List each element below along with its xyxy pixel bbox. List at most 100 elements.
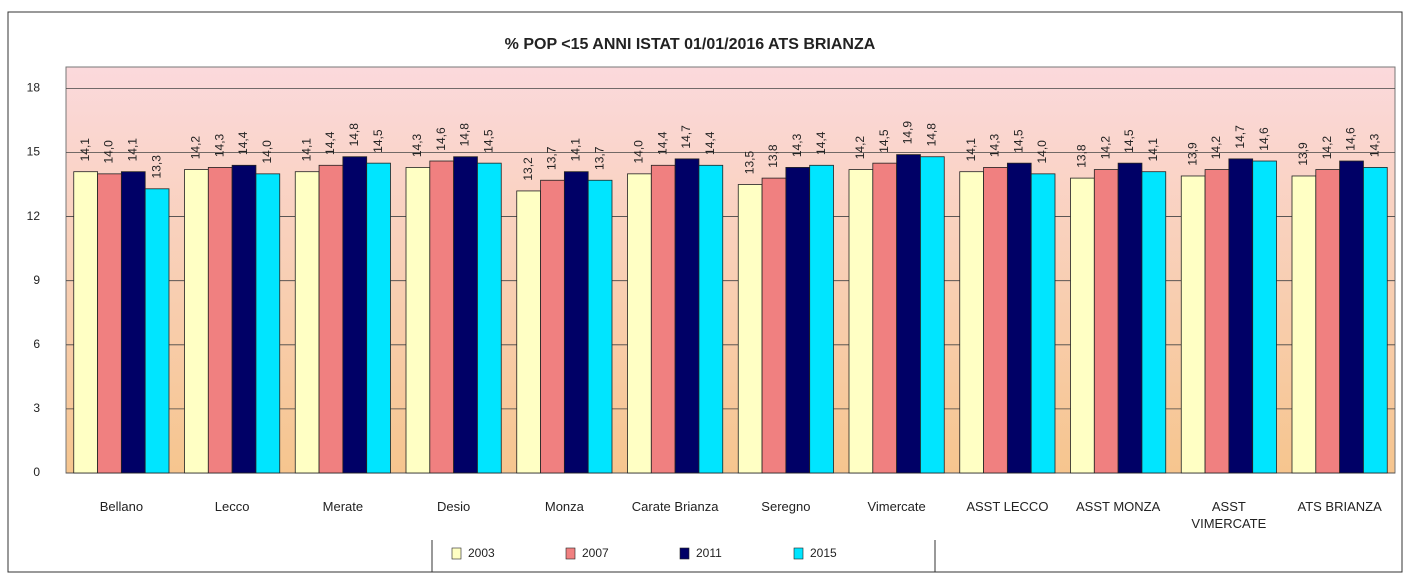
bar [698,164,724,474]
data-label: 14,3 [410,133,424,157]
data-label: 13,8 [1075,144,1089,168]
bar [737,184,763,474]
data-label: 14,3 [1368,133,1382,157]
bar [809,164,834,474]
data-label: 14,1 [299,138,313,162]
y-tick-label: 18 [27,81,41,95]
data-label: 14,3 [790,133,804,157]
x-tick-label: Lecco [214,499,250,514]
bar [785,167,811,474]
bar [1030,173,1056,474]
bar [896,154,921,474]
data-label: 14,8 [347,123,361,147]
data-label: 14,6 [434,127,448,151]
bar [983,167,1008,474]
bar [1363,167,1388,474]
legend-swatch [451,547,462,560]
data-label: 14,2 [1209,136,1223,160]
legend-label: 2015 [810,546,837,560]
bar [231,164,257,474]
bar [674,158,700,474]
legend-label: 2007 [582,546,609,560]
bar [540,179,565,474]
x-tick-label: Desio [437,499,471,514]
x-tick-label: ATS BRIANZA [1297,499,1382,514]
data-label: 14,3 [212,133,226,157]
data-label: 14,6 [1344,127,1358,151]
data-label: 14,3 [988,133,1002,157]
bar [405,167,431,474]
bar [1339,160,1364,474]
y-tick-label: 9 [33,273,40,287]
data-label: 14,5 [371,129,385,153]
bar [1070,177,1095,474]
bar [1204,169,1230,474]
data-label: 13,5 [742,151,756,175]
bar [318,164,344,474]
y-tick-label: 0 [33,465,40,479]
data-label: 14,7 [679,125,693,149]
bar [1228,158,1254,474]
data-label: 14,1 [1146,138,1160,162]
bar [1006,162,1032,474]
bar [73,171,98,474]
legend-swatch [793,547,804,560]
bar [366,162,391,474]
bar [627,173,652,474]
bar [587,179,613,474]
data-label: 14,5 [1011,129,1025,153]
bar [1141,171,1167,474]
data-label: 14,5 [1122,129,1136,153]
data-label: 14,2 [853,136,867,160]
bar [120,171,146,474]
bar [516,190,541,474]
data-label: 14,4 [814,131,828,155]
data-label: 13,8 [766,144,780,168]
x-tick-label: Merate [322,499,364,514]
data-label: 14,7 [1233,125,1247,149]
bar [477,162,502,474]
bar [1315,169,1341,474]
bar [563,171,589,474]
data-label: 14,1 [125,138,139,162]
bar [1117,162,1143,474]
x-tick-label: Vimercate [867,499,926,514]
bar [342,156,368,474]
bar [294,171,320,474]
x-tick-label: Carate Brianza [631,499,719,514]
bar [920,156,945,474]
bar [97,173,122,474]
data-label: 14,9 [901,121,915,145]
data-label: 14,0 [260,140,274,164]
bar [429,160,455,474]
data-label: 14,8 [925,123,939,147]
data-label: 14,1 [568,138,582,162]
data-label: 14,0 [632,140,646,164]
data-label: 14,4 [236,131,250,155]
data-label: 14,5 [482,129,496,153]
data-label: 14,6 [1257,127,1271,151]
legend-swatch [565,547,576,560]
y-tick-label: 6 [33,337,40,351]
legend-label: 2003 [468,546,495,560]
bar [650,164,676,474]
data-label: 14,4 [323,131,337,155]
x-tick-label: ASST LECCO [966,499,1049,514]
y-tick-label: 15 [27,145,41,159]
data-label: 14,0 [1035,140,1049,164]
data-label: 14,4 [703,131,717,155]
bar [184,169,209,474]
chart-title: % POP <15 ANNI ISTAT 01/01/2016 ATS BRIA… [505,36,876,53]
data-label: 13,9 [1185,142,1199,166]
data-label: 14,5 [877,129,891,153]
y-tick-label: 12 [27,209,41,223]
data-label: 13,7 [545,146,559,170]
x-tick-label: Seregno [761,499,811,514]
data-label: 14,1 [964,138,978,162]
bar [207,167,233,474]
bar [1252,160,1277,474]
x-tick-label: Monza [544,499,584,514]
data-label: 14,2 [189,136,203,160]
